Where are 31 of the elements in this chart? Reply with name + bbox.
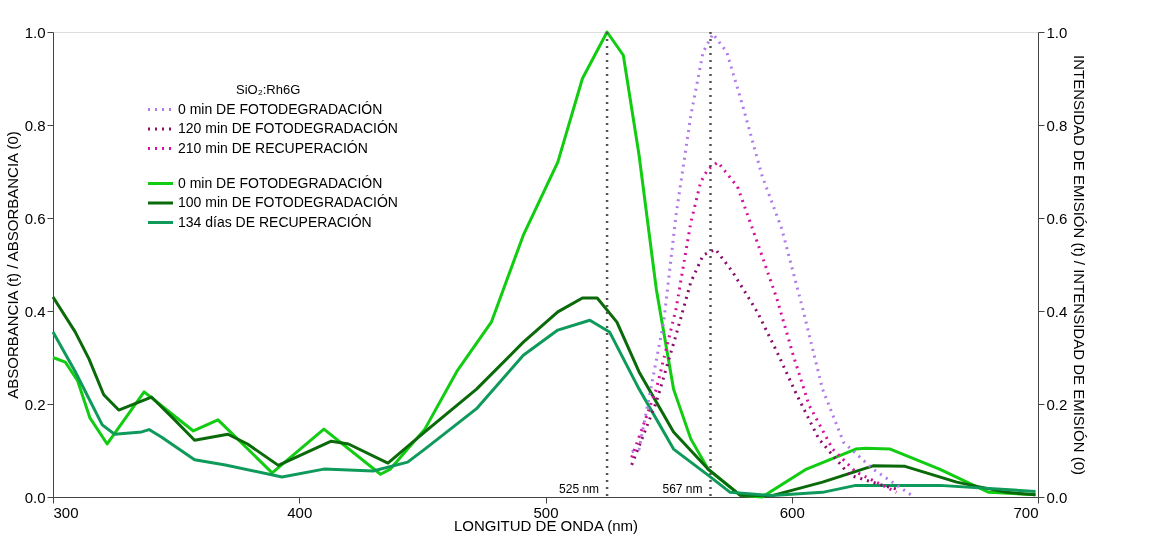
- x-tick-label: 500: [533, 503, 559, 521]
- legend-label: 0 min DE FOTODEGRADACIÓN: [178, 174, 383, 191]
- y2-tick-label: 0.0: [1046, 488, 1068, 506]
- y2-tick-label: 0.8: [1046, 116, 1068, 134]
- x-tick-label: 700: [1013, 503, 1039, 521]
- legend-label: 134 días DE RECUPERACIÓN: [178, 213, 372, 230]
- y-tick-label: 0.4: [24, 302, 46, 320]
- y2-tick-label: 0.6: [1046, 209, 1068, 227]
- y2-tick-label: 0.2: [1046, 395, 1068, 413]
- y-tick-label: 0.8: [24, 116, 46, 134]
- ref-line-label: 567 nm: [662, 482, 703, 496]
- y-axis-title: ABSORBANCIA (t) / ABSORBANCIA (0): [3, 131, 21, 399]
- y-tick-label: 1.0: [24, 23, 46, 41]
- legend-label: 100 min DE FOTODEGRADACIÓN: [178, 194, 398, 211]
- x-tick-label: 300: [53, 503, 79, 521]
- legend-label: 210 min DE RECUPERACIÓN: [178, 139, 368, 156]
- y-tick-label: 0.6: [24, 209, 46, 227]
- y2-axis-title: INTENSIDAD DE EMISIÓN (t) / INTENSIDAD DE EMISIÓN (0): [1071, 54, 1089, 476]
- ref-line-label: 525 nm: [559, 482, 600, 496]
- y2-tick-label: 0.4: [1046, 302, 1068, 320]
- line-series: [630, 160, 898, 494]
- legend-label: 120 min DE FOTODEGRADACIÓN: [178, 120, 398, 136]
- y2-tick-label: 1.0: [1046, 23, 1068, 41]
- x-tick-label: 400: [287, 503, 313, 521]
- y-tick-label: 0.2: [24, 395, 46, 413]
- legend-label: 0 min DE FOTODEGRADACIÓN: [178, 100, 383, 117]
- line-series: [630, 247, 898, 491]
- y-tick-label: 0.0: [24, 488, 46, 506]
- line-series: [630, 32, 913, 497]
- x-tick-label: 600: [779, 503, 805, 521]
- legend-title: SiO₂:Rh6G: [236, 82, 301, 97]
